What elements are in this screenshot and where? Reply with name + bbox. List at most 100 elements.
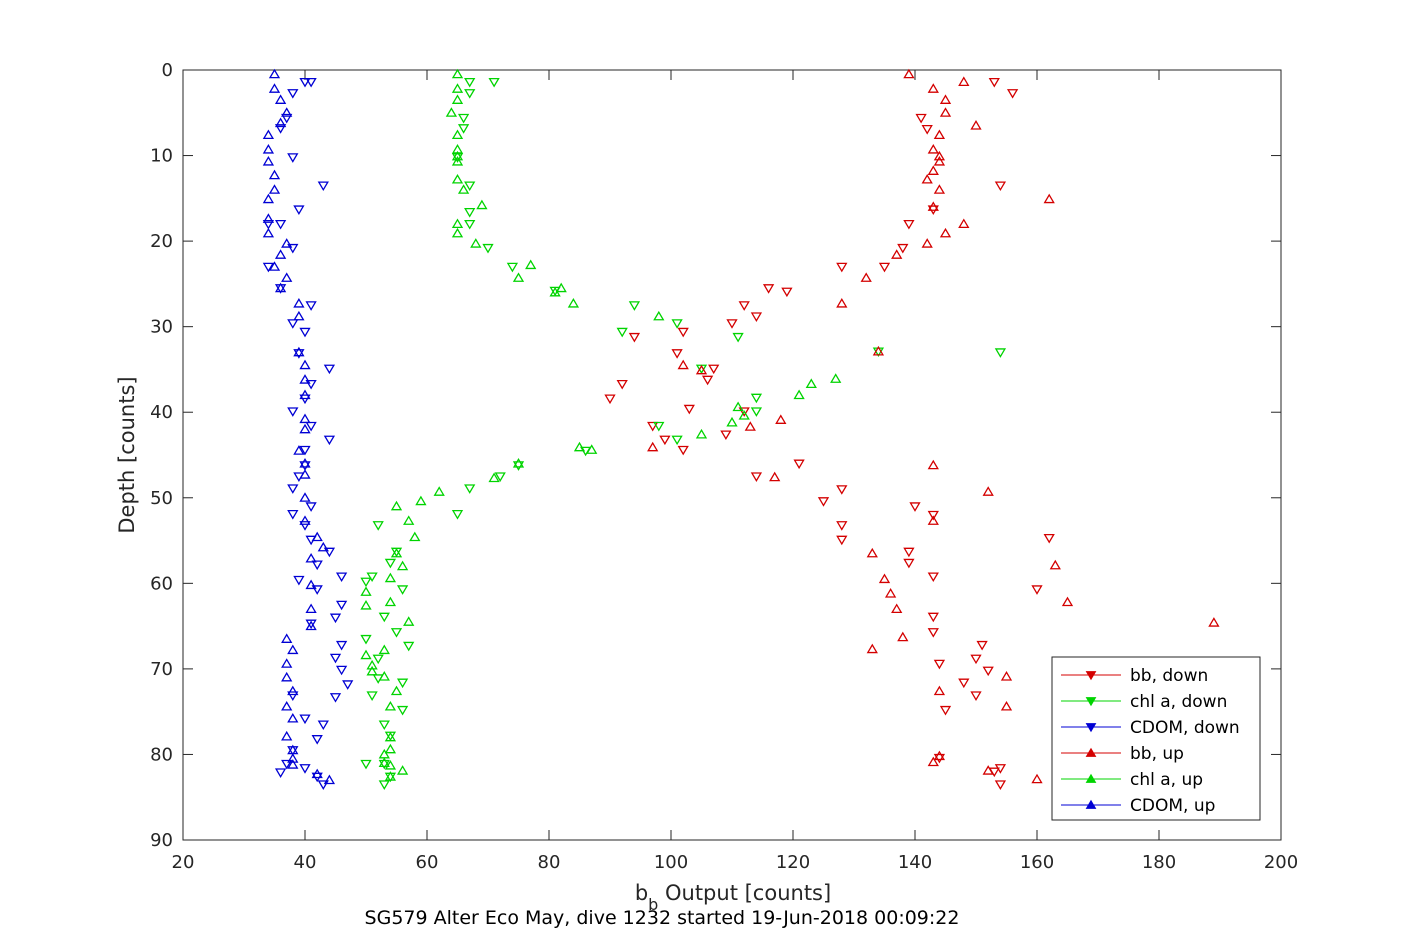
data-point: [836, 298, 848, 308]
data-point: [384, 572, 397, 583]
data-point: [927, 572, 939, 583]
data-point: [457, 124, 470, 134]
data-point: [970, 120, 982, 130]
data-point: [268, 83, 281, 93]
data-point: [396, 705, 409, 716]
data-point: [360, 577, 372, 588]
data-point: [293, 205, 305, 216]
data-point: [647, 421, 659, 432]
x-tick-label: 100: [654, 852, 688, 873]
data-point: [299, 714, 311, 725]
data-point: [403, 515, 415, 525]
data-point: [360, 649, 372, 660]
data-point: [891, 603, 903, 614]
data-point: [988, 77, 1000, 88]
data-point: [360, 634, 372, 645]
y-tick-label: 50: [150, 488, 173, 509]
data-point: [305, 603, 317, 614]
data-point: [384, 700, 397, 711]
data-point: [281, 107, 293, 117]
data-point: [378, 671, 390, 681]
data-point: [738, 410, 750, 420]
data-point: [1043, 533, 1055, 544]
data-point: [976, 640, 988, 651]
y-tick-label: 10: [150, 146, 173, 167]
data-point: [1031, 773, 1043, 784]
data-point: [403, 616, 415, 626]
legend-entry-label: bb, up: [1130, 744, 1184, 764]
data-point: [616, 379, 628, 390]
data-point: [451, 83, 464, 93]
data-point: [378, 612, 390, 623]
data-point: [958, 76, 970, 87]
data-point: [360, 759, 372, 770]
data-point: [781, 287, 793, 298]
data-point: [366, 659, 378, 670]
legend-entry-label: chl a, down: [1130, 692, 1227, 712]
data-point: [299, 492, 311, 502]
series-bb-up: [647, 68, 1220, 784]
data-point: [982, 765, 994, 775]
data-point: [726, 319, 738, 329]
data-point: [311, 768, 323, 779]
data-point: [701, 375, 714, 386]
data-point: [311, 560, 323, 571]
data-point: [457, 113, 470, 124]
series-cdom-up: [262, 68, 336, 785]
data-point: [299, 374, 311, 384]
data-point: [293, 298, 305, 308]
data-point: [726, 416, 738, 427]
data-point: [281, 113, 293, 124]
data-point: [836, 521, 848, 531]
data-point: [281, 759, 293, 770]
data-point: [378, 780, 390, 790]
data-point: [311, 531, 323, 542]
data-point: [464, 219, 476, 230]
data-point: [933, 155, 946, 166]
data-point: [909, 502, 921, 512]
data-point: [281, 671, 293, 682]
data-point: [274, 219, 287, 230]
data-point: [677, 359, 689, 370]
data-point: [317, 780, 329, 790]
x-tick-label: 60: [416, 852, 439, 873]
data-point: [939, 107, 952, 117]
data-point: [866, 643, 878, 654]
legend: bb, down chl a, down CDOM, down bb, up chl a…: [1051, 656, 1261, 821]
data-point: [451, 129, 464, 140]
data-point: [933, 184, 946, 194]
data-point: [506, 262, 519, 273]
data-point: [933, 750, 946, 761]
y-tick-label: 0: [162, 60, 173, 81]
data-point: [311, 735, 323, 745]
data-point: [836, 535, 848, 546]
data-point: [445, 107, 458, 117]
data-point: [933, 685, 946, 696]
data-point: [482, 243, 494, 254]
data-point: [793, 389, 805, 400]
data-point: [549, 286, 561, 297]
data-point: [293, 349, 305, 359]
data-point: [390, 500, 403, 511]
data-point: [299, 469, 311, 479]
data-point: [323, 435, 336, 446]
data-point: [372, 654, 384, 665]
data-point: [323, 774, 336, 785]
data-point: [451, 173, 464, 184]
data-point: [415, 495, 427, 506]
data-point: [268, 261, 281, 271]
data-point: [329, 693, 342, 703]
data-point: [927, 510, 939, 521]
data-point: [817, 497, 830, 507]
data-point: [903, 558, 915, 569]
data-point: [933, 659, 946, 670]
data-point: [299, 327, 311, 338]
data-point: [836, 262, 848, 273]
data-point: [360, 600, 372, 610]
data-point: [671, 319, 683, 329]
data-point: [287, 753, 299, 763]
data-markers: [262, 68, 1220, 790]
data-point: [366, 665, 378, 676]
data-point: [970, 691, 982, 701]
